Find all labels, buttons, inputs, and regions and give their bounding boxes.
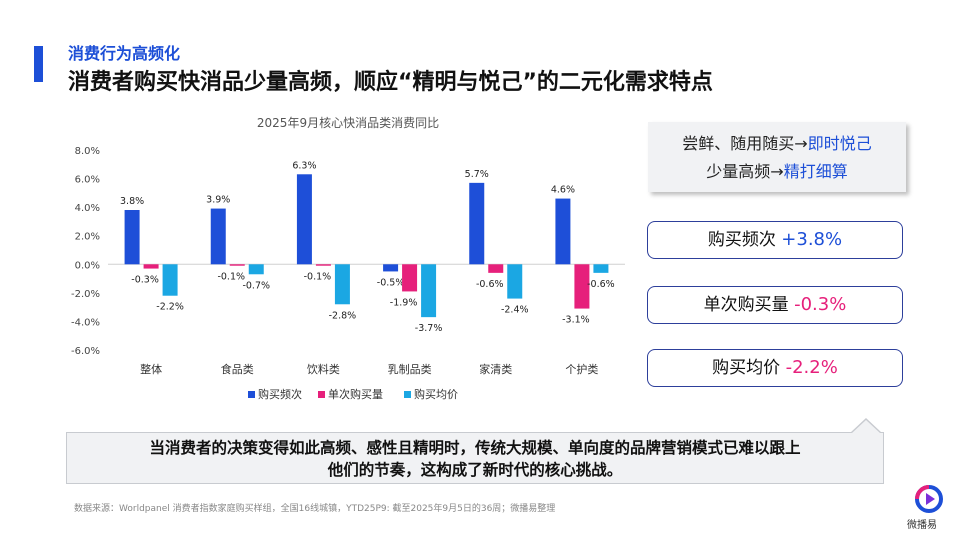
chart-title: 2025年9月核心快消品类消费同比 bbox=[257, 116, 439, 130]
bar bbox=[248, 264, 264, 275]
data-label: 5.7% bbox=[465, 169, 489, 180]
data-label: -2.2% bbox=[156, 302, 184, 313]
data-label: 6.3% bbox=[292, 160, 316, 171]
x-tick-label: 乳制品类 bbox=[388, 362, 432, 376]
bar bbox=[574, 264, 590, 309]
bar bbox=[488, 264, 504, 273]
bar bbox=[507, 264, 523, 299]
legend-label: 单次购买量 bbox=[328, 387, 383, 401]
conclusion-line1: 当消费者的决策变得如此高频、感性且精明时，传统大规模、单向度的品牌营销模式已难以… bbox=[149, 439, 801, 457]
y-tick-label: 0.0% bbox=[75, 260, 100, 271]
y-tick-label: -4.0% bbox=[71, 317, 100, 328]
data-label: 4.6% bbox=[551, 185, 575, 196]
bar bbox=[334, 264, 350, 305]
bar bbox=[402, 264, 418, 292]
bar bbox=[229, 264, 245, 266]
y-tick-label: 2.0% bbox=[75, 232, 100, 243]
data-label: -3.1% bbox=[562, 315, 590, 326]
metric-value: -2.2% bbox=[785, 357, 838, 378]
bar bbox=[296, 174, 312, 265]
y-tick-label: -2.0% bbox=[71, 289, 100, 300]
data-label: 3.8% bbox=[120, 196, 144, 207]
bar bbox=[383, 264, 399, 272]
bar-chart: 2025年9月核心快消品类消费同比 8.0% 6.0% 4.0% 2.0% 0.0% -2.… bbox=[71, 116, 625, 401]
bar bbox=[593, 264, 609, 273]
data-label: -0.1% bbox=[304, 272, 332, 283]
page-title: 消费者购买快消品少量高频，顺应“精明与悦己”的二元化需求特点 bbox=[68, 70, 713, 95]
metric-value: +3.8% bbox=[781, 229, 843, 250]
callout-line1-text: 尝鲜、随用随买→ bbox=[682, 134, 808, 153]
y-tick-label: 8.0% bbox=[75, 146, 100, 157]
y-tick-label: 6.0% bbox=[75, 175, 100, 186]
bar bbox=[162, 264, 178, 296]
bar bbox=[421, 264, 437, 318]
legend-label: 购买均价 bbox=[414, 387, 458, 401]
x-tick-label: 个护类 bbox=[565, 362, 598, 376]
title-accent-bar bbox=[34, 46, 43, 82]
section-title: 消费行为高频化 bbox=[68, 44, 181, 63]
data-label: -0.7% bbox=[242, 280, 270, 291]
bar bbox=[124, 210, 140, 265]
data-label: -3.7% bbox=[415, 323, 443, 334]
bar bbox=[210, 208, 226, 265]
bar bbox=[143, 264, 159, 269]
conclusion-box: 当消费者的决策变得如此高频、感性且精明时，传统大规模、单向度的品牌营销模式已难以… bbox=[66, 432, 884, 484]
legend-label: 购买频次 bbox=[258, 387, 302, 401]
callout-line1-highlight: 即时悦己 bbox=[807, 134, 872, 153]
callout-line2-text: 少量高频→ bbox=[706, 162, 784, 181]
data-label: -0.5% bbox=[377, 277, 405, 288]
metric-box-price: 购买均价 -2.2% bbox=[647, 349, 903, 387]
metric-value: -0.3% bbox=[794, 294, 847, 315]
source-footnote: 数据来源：Worldpanel 消费者指数家庭购买样组，全国16线城镇，YTD2… bbox=[74, 504, 556, 514]
x-tick-label: 家清类 bbox=[479, 362, 512, 376]
metric-label: 购买均价 bbox=[712, 358, 786, 378]
data-label: -0.3% bbox=[131, 275, 159, 286]
bar bbox=[315, 264, 331, 266]
data-label: -1.9% bbox=[390, 297, 418, 308]
legend-swatch bbox=[404, 391, 411, 398]
callout-line2-highlight: 精打细算 bbox=[783, 162, 848, 181]
insight-callout: 尝鲜、随用随买→即时悦己 少量高频→精打细算 bbox=[648, 122, 906, 192]
legend-swatch bbox=[248, 391, 255, 398]
bar bbox=[555, 198, 571, 265]
x-tick-label: 食品类 bbox=[221, 362, 254, 376]
conclusion-line2: 他们的节奏，这构成了新时代的核心挑战。 bbox=[327, 461, 623, 479]
metric-label: 单次购买量 bbox=[703, 295, 795, 315]
legend-swatch bbox=[318, 391, 325, 398]
data-label: -0.1% bbox=[217, 272, 245, 283]
bubble-tail-fill bbox=[852, 420, 880, 433]
metric-box-quantity: 单次购买量 -0.3% bbox=[647, 286, 903, 324]
data-label: -2.8% bbox=[329, 310, 357, 321]
y-tick-label: 4.0% bbox=[75, 203, 100, 214]
bar bbox=[469, 182, 485, 265]
data-label: -0.6% bbox=[476, 279, 504, 290]
data-label: 3.9% bbox=[206, 195, 230, 206]
x-tick-label: 整体 bbox=[140, 362, 162, 376]
x-tick-label: 饮料类 bbox=[307, 362, 340, 376]
data-label: -0.6% bbox=[587, 279, 615, 290]
metric-label: 购买频次 bbox=[707, 230, 782, 250]
y-tick-label: -6.0% bbox=[71, 346, 100, 357]
play-logo-icon bbox=[915, 485, 943, 513]
metric-box-frequency: 购买频次 +3.8% bbox=[647, 221, 903, 259]
logo-text: 微播易 bbox=[907, 520, 937, 531]
data-label: -2.4% bbox=[501, 305, 529, 316]
